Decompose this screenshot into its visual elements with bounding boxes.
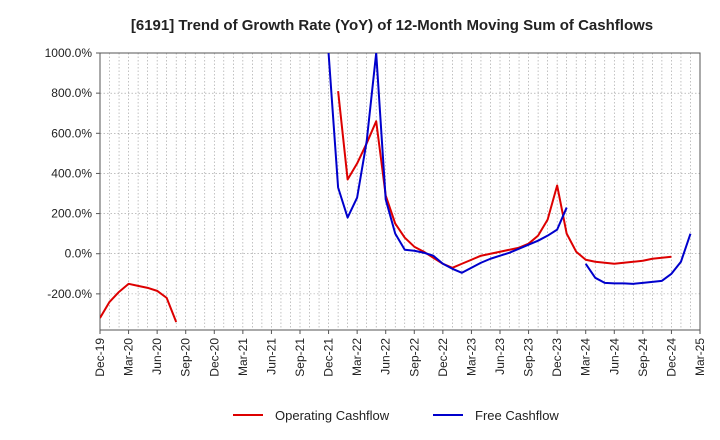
x-tick-label: Sep-21 xyxy=(293,338,307,377)
plot-frame xyxy=(99,52,701,331)
series-lines xyxy=(100,53,692,323)
series-line-free-cashflow xyxy=(327,53,692,285)
x-tick-label: Jun-21 xyxy=(264,338,278,375)
y-tick-label: 600.0% xyxy=(51,126,92,140)
legend-label-operating-cashflow: Operating Cashflow xyxy=(275,408,390,423)
series-line-operating-cashflow xyxy=(100,91,672,323)
x-tick-label: Dec-23 xyxy=(550,338,564,377)
x-tick-label: Jun-20 xyxy=(150,338,164,375)
x-tick-label: Dec-21 xyxy=(322,338,336,377)
grid xyxy=(100,53,700,330)
x-tick-label: Sep-23 xyxy=(522,338,536,377)
x-tick-label: Dec-22 xyxy=(436,338,450,377)
x-tick-label: Mar-24 xyxy=(579,338,593,376)
x-tick-label: Dec-24 xyxy=(664,338,678,377)
x-tick-label: Mar-21 xyxy=(236,338,250,376)
x-tick-label: Jun-23 xyxy=(493,338,507,375)
y-tick-label: 1000.0% xyxy=(45,46,93,60)
x-tick-label: Dec-19 xyxy=(93,338,107,377)
x-tick-label: Jun-24 xyxy=(607,338,621,375)
x-tick-label: Sep-22 xyxy=(407,338,421,377)
y-tick-label: 200.0% xyxy=(51,207,92,221)
y-axis: 1000.0% 800.0% 600.0% 400.0% 200.0% 0.0% -200.… xyxy=(45,46,100,301)
y-tick-label: -200.0% xyxy=(47,287,92,301)
x-tick-label: Mar-22 xyxy=(350,338,364,376)
x-tick-label: Mar-20 xyxy=(122,338,136,376)
x-tick-label: Mar-23 xyxy=(464,338,478,376)
y-tick-label: 0.0% xyxy=(65,247,93,261)
x-tick-label: Sep-20 xyxy=(179,338,193,377)
x-axis: Dec-19 Mar-20 Jun-20 Sep-20 Dec-20 Mar-21 Jun-… xyxy=(93,330,707,377)
x-tick-label: Dec-20 xyxy=(207,338,221,377)
x-tick-label: Jun-22 xyxy=(379,338,393,375)
y-tick-label: 400.0% xyxy=(51,166,92,180)
y-tick-label: 800.0% xyxy=(51,86,92,100)
legend-label-free-cashflow: Free Cashflow xyxy=(475,408,559,423)
chart-title: [6191] Trend of Growth Rate (YoY) of 12-… xyxy=(131,17,653,34)
legend: Operating Cashflow Free Cashflow xyxy=(233,408,559,423)
x-tick-label: Sep-24 xyxy=(636,338,650,377)
x-tick-label: Mar-25 xyxy=(693,338,707,376)
